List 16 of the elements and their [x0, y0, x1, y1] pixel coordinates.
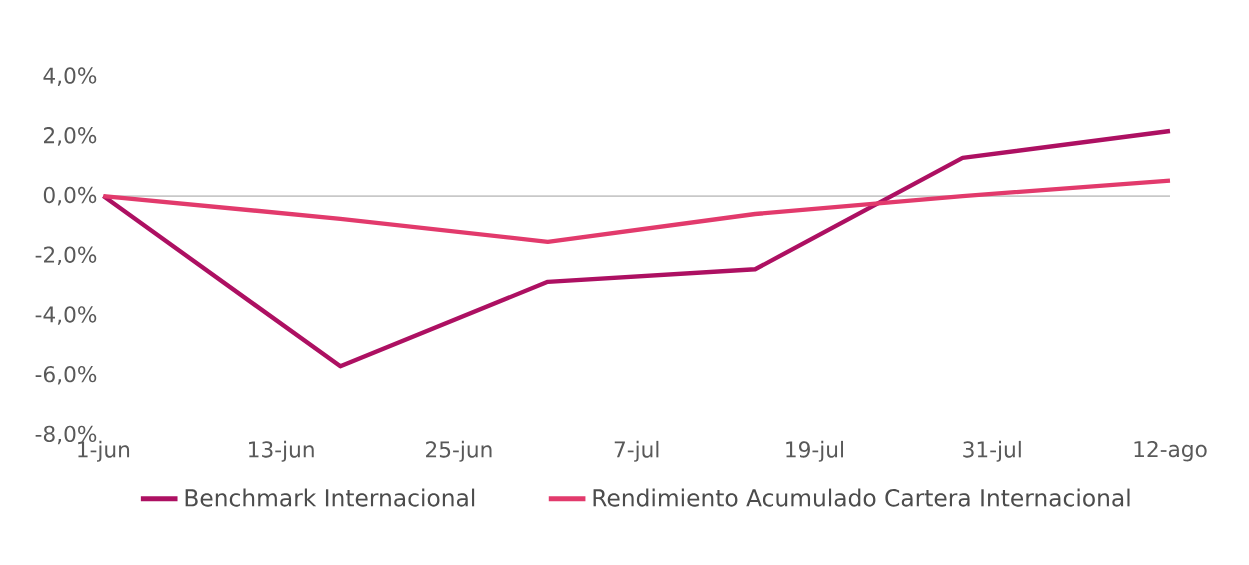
x-tick-label: 13-jun [249, 440, 314, 462]
legend-label: Benchmark Internacional [185, 488, 475, 507]
x-tick-label: 12-ago [1134, 440, 1207, 462]
line-series [101, 128, 1173, 369]
x-tick-label: 7-jul [614, 440, 659, 462]
y-tick-label: -4,0% [35, 306, 97, 325]
y-tick-label: 4,0% [43, 67, 97, 86]
y-tick-label: 2,0% [44, 127, 97, 146]
x-tick-label: 19-jul [786, 440, 844, 462]
line-series [101, 178, 1173, 244]
x-tick-label: 31-jul [963, 440, 1021, 462]
legend-label: Rendimiento Acumulado Cartera Internacional [593, 488, 1130, 507]
y-tick-label: 0,0% [43, 186, 97, 206]
y-tick-label: -2,0% [35, 246, 97, 266]
x-tick-label: 25-jun [426, 440, 492, 462]
y-tick-label: -6,0% [35, 365, 97, 385]
